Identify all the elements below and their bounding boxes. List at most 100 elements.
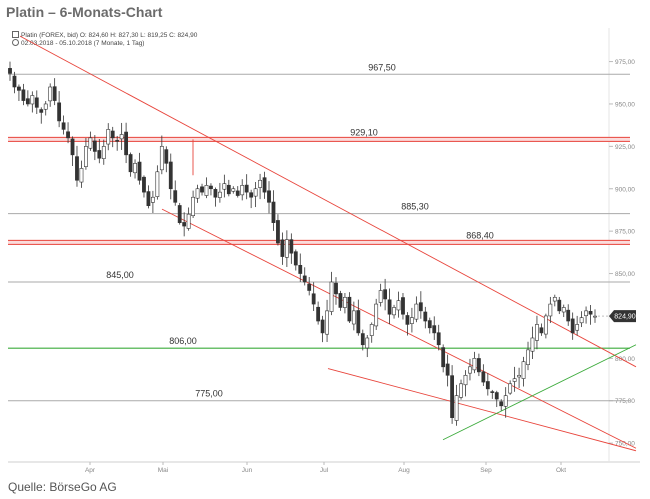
candle-body: [48, 86, 53, 102]
last-price-label: 824,90: [614, 314, 636, 321]
candle-body: [164, 149, 169, 164]
x-tick-label: Mai: [158, 467, 168, 474]
candle-body: [168, 161, 173, 190]
candle-body: [401, 297, 405, 315]
candle-body: [84, 146, 88, 167]
candle-body: [173, 190, 178, 203]
instrument-line: Platin (FOREX, bid) O: 824,60 H: 827,30 …: [12, 31, 197, 39]
candle-body: [226, 184, 231, 195]
candle-body: [343, 296, 347, 308]
candle-body: [311, 293, 316, 305]
candle-body: [200, 186, 204, 193]
candle-body: [588, 311, 593, 315]
y-tick-label: 975,00: [615, 59, 635, 66]
candle-body: [436, 332, 441, 346]
candle-body: [231, 188, 236, 192]
candle-body: [494, 392, 499, 400]
candle-body: [43, 103, 48, 110]
candle-body: [195, 188, 200, 199]
candle-body: [570, 318, 575, 334]
y-tick-label: 875,00: [615, 229, 635, 236]
candle-body: [17, 86, 21, 91]
resistance-band: [8, 136, 630, 142]
candle-body: [463, 374, 468, 386]
candle-body: [66, 131, 70, 139]
candle-body: [280, 239, 285, 257]
candle-body: [61, 122, 66, 130]
x-tick-label: Sep: [480, 467, 492, 474]
uptrend-line: [442, 344, 637, 441]
x-tick-label: Jun: [242, 467, 253, 474]
candle-body: [186, 213, 191, 229]
candle-body: [378, 290, 383, 303]
candle-body: [557, 299, 562, 312]
channel-middle-line: [161, 208, 637, 449]
candle-body: [177, 205, 182, 223]
candle-body: [70, 138, 75, 156]
candle-body: [253, 188, 258, 197]
candle-body: [387, 299, 392, 315]
candle-body: [432, 325, 437, 334]
candle-body: [552, 296, 557, 302]
range-line: 02.03.2018 - 05.10.2018 (7 Monate, 1 Tag…: [12, 39, 144, 47]
candle-body: [240, 185, 245, 196]
candle-body: [543, 315, 548, 335]
level-label: 775,00: [195, 389, 223, 399]
instrument-icon: [12, 31, 19, 38]
candle-body: [481, 371, 486, 383]
clock-icon: [12, 39, 19, 46]
y-tick-label: 950,00: [615, 101, 635, 108]
x-tick-label: Aug: [398, 467, 410, 474]
candle-body: [548, 303, 553, 317]
candle-body: [115, 140, 120, 142]
candle-body: [293, 251, 298, 266]
candle-body: [12, 75, 17, 88]
candles-group: [8, 61, 597, 426]
candle-body: [535, 324, 539, 341]
candle-body: [52, 86, 57, 101]
level-label: 967,50: [368, 62, 396, 72]
candle-body: [155, 171, 160, 197]
candle-body: [244, 184, 249, 193]
candle-body: [137, 161, 142, 181]
candle-body: [423, 311, 428, 322]
level-label: 845,00: [106, 270, 134, 280]
candle-body: [454, 395, 459, 421]
candle-body: [101, 146, 106, 159]
candle-body: [418, 302, 423, 312]
x-tick-label: Okt: [556, 467, 566, 474]
candle-body: [347, 296, 352, 322]
candle-body: [334, 282, 338, 295]
candle-body: [276, 220, 280, 244]
candle-body: [271, 201, 276, 223]
x-tick-label: Jul: [320, 467, 329, 474]
y-tick-label: 800,00: [615, 356, 635, 363]
candle-body: [512, 378, 517, 382]
candle-body: [584, 310, 588, 317]
candle-body: [249, 192, 254, 198]
candle-body: [204, 185, 209, 196]
candle-body: [561, 307, 566, 313]
candle-body: [490, 391, 495, 393]
candle-body: [499, 401, 504, 407]
candle-body: [530, 337, 535, 352]
candle-body: [445, 363, 450, 376]
candle-body: [34, 97, 39, 108]
level-label: 929,10: [350, 127, 378, 137]
candle-body: [75, 156, 79, 181]
candle-body: [30, 95, 35, 105]
candle-body: [92, 140, 97, 152]
candle-body: [517, 374, 521, 378]
candle-body: [97, 150, 102, 159]
candle-body: [410, 317, 414, 324]
instrument-text: Platin (FOREX, bid) O: 824,60 H: 827,30 …: [21, 32, 198, 39]
candle-body: [356, 310, 361, 334]
candle-body: [146, 191, 151, 207]
candle-body: [459, 383, 463, 398]
candle-body: [298, 264, 303, 274]
candle-body: [472, 358, 477, 371]
candle-body: [57, 102, 62, 122]
candle-body: [329, 281, 334, 312]
candle-body: [485, 381, 490, 390]
